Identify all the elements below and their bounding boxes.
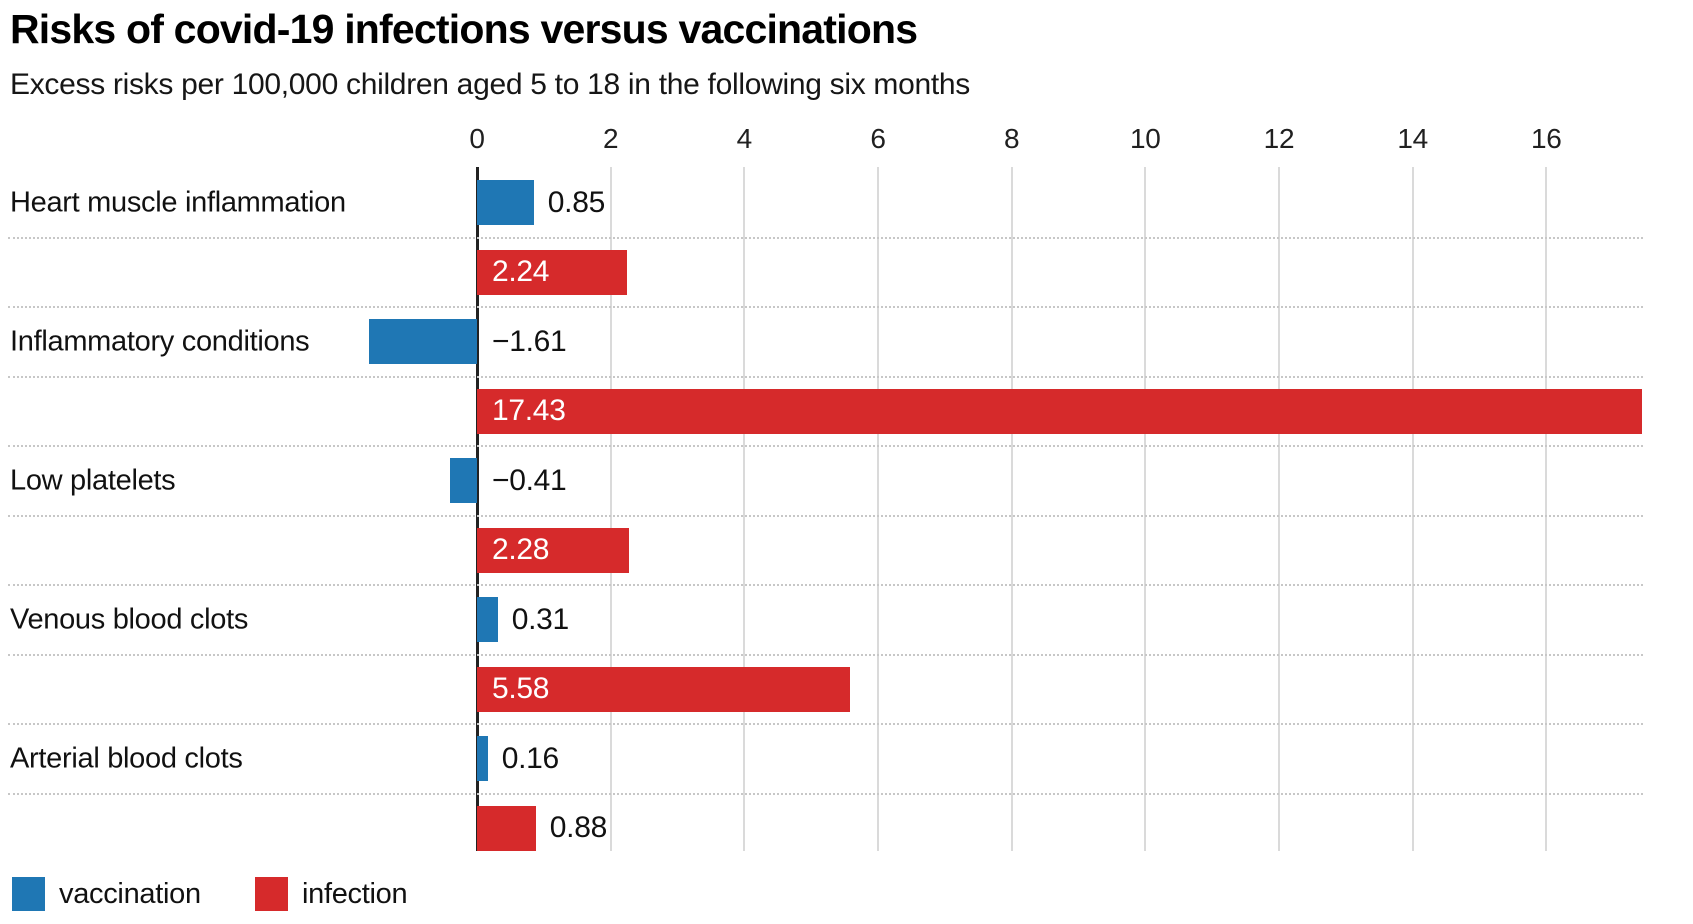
- legend-item-vaccination: vaccination: [12, 877, 201, 911]
- bar-vaccination-arterial-blood-clots: [477, 736, 488, 781]
- bar-vaccination-heart-muscle-inflammation: [477, 180, 534, 225]
- x-tick-label-10: 10: [1130, 123, 1161, 154]
- row-separator: [8, 723, 1643, 725]
- x-tick-label-4: 4: [736, 123, 753, 154]
- bar-infection-arterial-blood-clots: [477, 805, 536, 851]
- value-label-infection-inflammatory-conditions: 17.43: [492, 394, 566, 427]
- row-separator: [8, 375, 1643, 378]
- category-label-heart-muscle-inflammation: Heart muscle inflammation: [10, 186, 346, 218]
- x-gridline-12: [1277, 167, 1280, 851]
- x-gridline-4: [743, 167, 746, 851]
- x-gridline-10: [1144, 167, 1147, 851]
- x-tick-label-14: 14: [1397, 123, 1428, 154]
- x-tick-label-12: 12: [1263, 123, 1295, 154]
- value-label-vaccination-low-platelets: −0.41: [492, 463, 567, 497]
- value-label-vaccination-inflammatory-conditions: −1.61: [492, 324, 567, 358]
- row-separator: [8, 445, 1643, 447]
- value-label-vaccination-venous-blood-clots: 0.31: [511, 602, 570, 636]
- value-label-vaccination-arterial-blood-clots: 0.16: [501, 741, 560, 775]
- legend-label-infection: infection: [302, 877, 408, 910]
- x-tick-label-8: 8: [1003, 123, 1020, 154]
- x-gridline-6: [876, 167, 879, 851]
- x-tick-label-6: 6: [870, 123, 886, 154]
- bar-infection-venous-blood-clots: [477, 666, 850, 712]
- bar-vaccination-low-platelets: [449, 458, 477, 503]
- zero-axis-line: [476, 167, 479, 851]
- x-tick-label-2: 2: [603, 123, 619, 154]
- value-label-infection-venous-blood-clots: 5.58: [492, 672, 550, 705]
- x-gridline-14: [1411, 167, 1414, 851]
- row-separator: [8, 236, 1643, 239]
- category-label-arterial-blood-clots: Arterial blood clots: [10, 742, 243, 774]
- x-tick-label-0: 0: [469, 123, 485, 154]
- x-gridline-8: [1010, 167, 1013, 851]
- value-label-vaccination-heart-muscle-inflammation: 0.85: [547, 185, 606, 219]
- x-gridline-16: [1545, 167, 1548, 851]
- legend-swatch-vaccination: [12, 877, 45, 911]
- bar-vaccination-inflammatory-conditions: [369, 319, 477, 364]
- x-gridline-2: [609, 167, 612, 851]
- chart-title: Risks of covid-19 infections versus vacc…: [10, 6, 918, 52]
- bar-infection-inflammatory-conditions: [477, 388, 1642, 434]
- legend-swatch-infection: [255, 877, 288, 911]
- category-label-venous-blood-clots: Venous blood clots: [10, 603, 249, 635]
- category-label-inflammatory-conditions: Inflammatory conditions: [10, 325, 310, 357]
- row-separator: [8, 653, 1643, 656]
- legend-item-infection: infection: [255, 877, 408, 911]
- category-label-low-platelets: Low platelets: [10, 464, 176, 496]
- chart-subtitle: Excess risks per 100,000 children aged 5…: [10, 68, 971, 101]
- row-separator: [8, 792, 1643, 795]
- bar-infection-low-platelets: [477, 527, 630, 573]
- x-tick-label-16: 16: [1530, 123, 1562, 154]
- row-separator: [8, 514, 1643, 517]
- value-label-infection-arterial-blood-clots: 0.88: [549, 811, 608, 844]
- bar-infection-heart-muscle-inflammation: [477, 249, 627, 295]
- value-label-infection-low-platelets: 2.28: [492, 533, 550, 566]
- row-separator: [8, 584, 1643, 586]
- value-label-infection-heart-muscle-inflammation: 2.24: [492, 255, 550, 288]
- legend-label-vaccination: vaccination: [59, 877, 201, 910]
- bar-vaccination-venous-blood-clots: [477, 597, 498, 642]
- row-separator: [8, 306, 1643, 308]
